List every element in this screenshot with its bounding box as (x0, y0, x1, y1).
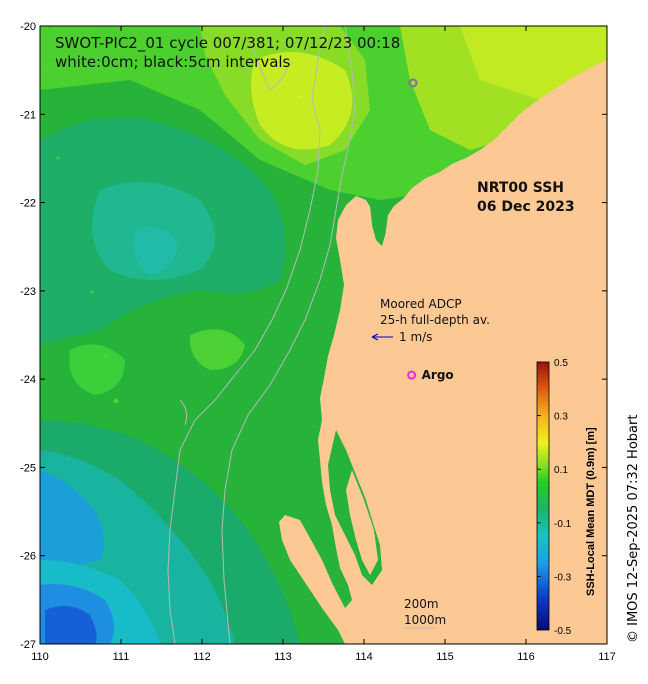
title-line-2: white:0cm; black:5cm intervals (55, 53, 291, 71)
ssh-field (40, 26, 607, 644)
x-tick-label: 114 (355, 651, 373, 663)
y-tick-label: -23 (20, 286, 36, 298)
y-tick-label: -25 (20, 462, 36, 474)
y-tick-label: -26 (20, 551, 36, 563)
y-tick-label: -20 (20, 21, 36, 33)
colorbar-tick-label: -0.5 (554, 626, 572, 637)
legend-1000m: 1000m (404, 613, 446, 627)
argo-label: Argo (422, 368, 454, 382)
velocity-arrow-icon (371, 333, 393, 341)
x-tick-label: 117 (598, 651, 616, 663)
argo-float-marker (407, 370, 417, 380)
colorbar-tick-label: -0.1 (554, 519, 572, 530)
y-tick-label: -22 (20, 198, 36, 210)
colorbar-tick-label: 0.3 (554, 412, 568, 423)
adcp-sublabel: 25-h full-depth av. (380, 313, 490, 327)
x-tick-label: 112 (193, 651, 211, 663)
colorbar-tick-label: 0.1 (554, 465, 568, 476)
legend-200m: 200m (404, 597, 439, 611)
title-line-1: SWOT-PIC2_01 cycle 007/381; 07/12/23 00:… (55, 34, 400, 53)
x-tick-label: 111 (113, 651, 130, 663)
y-axis: -20 -21 -22 -23 -24 -25 -26 -27 (20, 21, 607, 651)
adcp-label: Moored ADCP (380, 297, 462, 311)
colorbar-label: SSH-Local Mean MDT (0.9m) [m] (585, 427, 597, 596)
x-tick-label: 113 (274, 651, 292, 663)
plot-frame (39, 25, 608, 645)
y-tick-label: -21 (20, 109, 36, 121)
credit-text: © IMOS 12-Sep-2025 07:32 Hobart (626, 415, 641, 643)
colorbar-tick-label: 0.5 (554, 358, 568, 369)
product-date: 06 Dec 2023 (477, 199, 575, 215)
x-tick-label: 116 (517, 651, 535, 663)
colorbar: 0.5 0.3 0.1 -0.1 -0.3 -0.5 SSH-Local Mean MDT… (536, 358, 597, 637)
colorbar-tick-label: -0.3 (554, 572, 572, 583)
x-tick-label: 115 (436, 651, 454, 663)
x-axis: 110 111 112 113 114 115 116 117 (31, 26, 616, 663)
isobath-1000m (221, 26, 356, 644)
isobath-200m (167, 26, 326, 644)
product-label: NRT00 SSH (477, 180, 564, 196)
y-tick-label: -27 (20, 639, 36, 651)
vector-scale-label: 1 m/s (399, 330, 432, 344)
y-tick-label: -24 (20, 374, 36, 386)
x-tick-label: 110 (31, 651, 49, 663)
